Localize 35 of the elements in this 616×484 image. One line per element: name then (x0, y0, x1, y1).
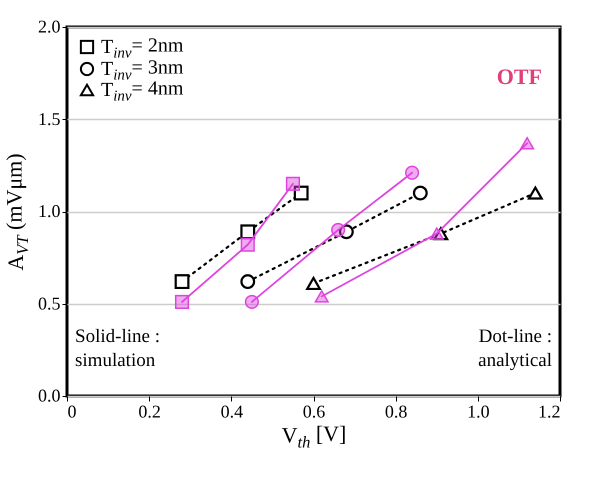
x-tick-label: 0.8 (384, 402, 408, 422)
point (244, 294, 259, 309)
x-axis-title: V$_{th}$ [V] (282, 420, 346, 452)
legend-label: T$_{inv}$= 2nm (101, 34, 184, 62)
y-tick-label: 0.0 (38, 386, 60, 406)
x-tick-label: 1.2 (538, 402, 560, 422)
x-tick-label: 0.2 (138, 402, 161, 422)
y-tick-label: 1.0 (38, 201, 60, 221)
point (520, 137, 534, 150)
y-tick-label: 1.5 (38, 108, 60, 129)
annotation: OTF (496, 64, 542, 89)
x-tick-label: 0 (68, 402, 76, 422)
point (331, 222, 346, 238)
x-tick-label: 0.4 (220, 402, 244, 422)
point (240, 274, 256, 290)
point (306, 276, 321, 290)
annotation: Solid-line : simulation (75, 326, 160, 371)
point (405, 166, 420, 180)
y-tick-label: 2.0 (38, 16, 60, 36)
y-tick-label: 0.5 (38, 293, 60, 314)
point (314, 290, 329, 303)
point (240, 238, 255, 252)
point (430, 227, 444, 240)
point (412, 186, 428, 200)
point (174, 274, 190, 290)
x-tick-label: 1.0 (467, 402, 490, 422)
annotation: Dot-line : analytical (478, 326, 552, 371)
point (174, 294, 190, 309)
point (294, 186, 309, 200)
point (528, 186, 543, 200)
x-tick-label: 0.6 (302, 402, 326, 422)
point (338, 224, 354, 240)
point (433, 227, 448, 240)
point (286, 176, 300, 191)
point (240, 224, 256, 240)
